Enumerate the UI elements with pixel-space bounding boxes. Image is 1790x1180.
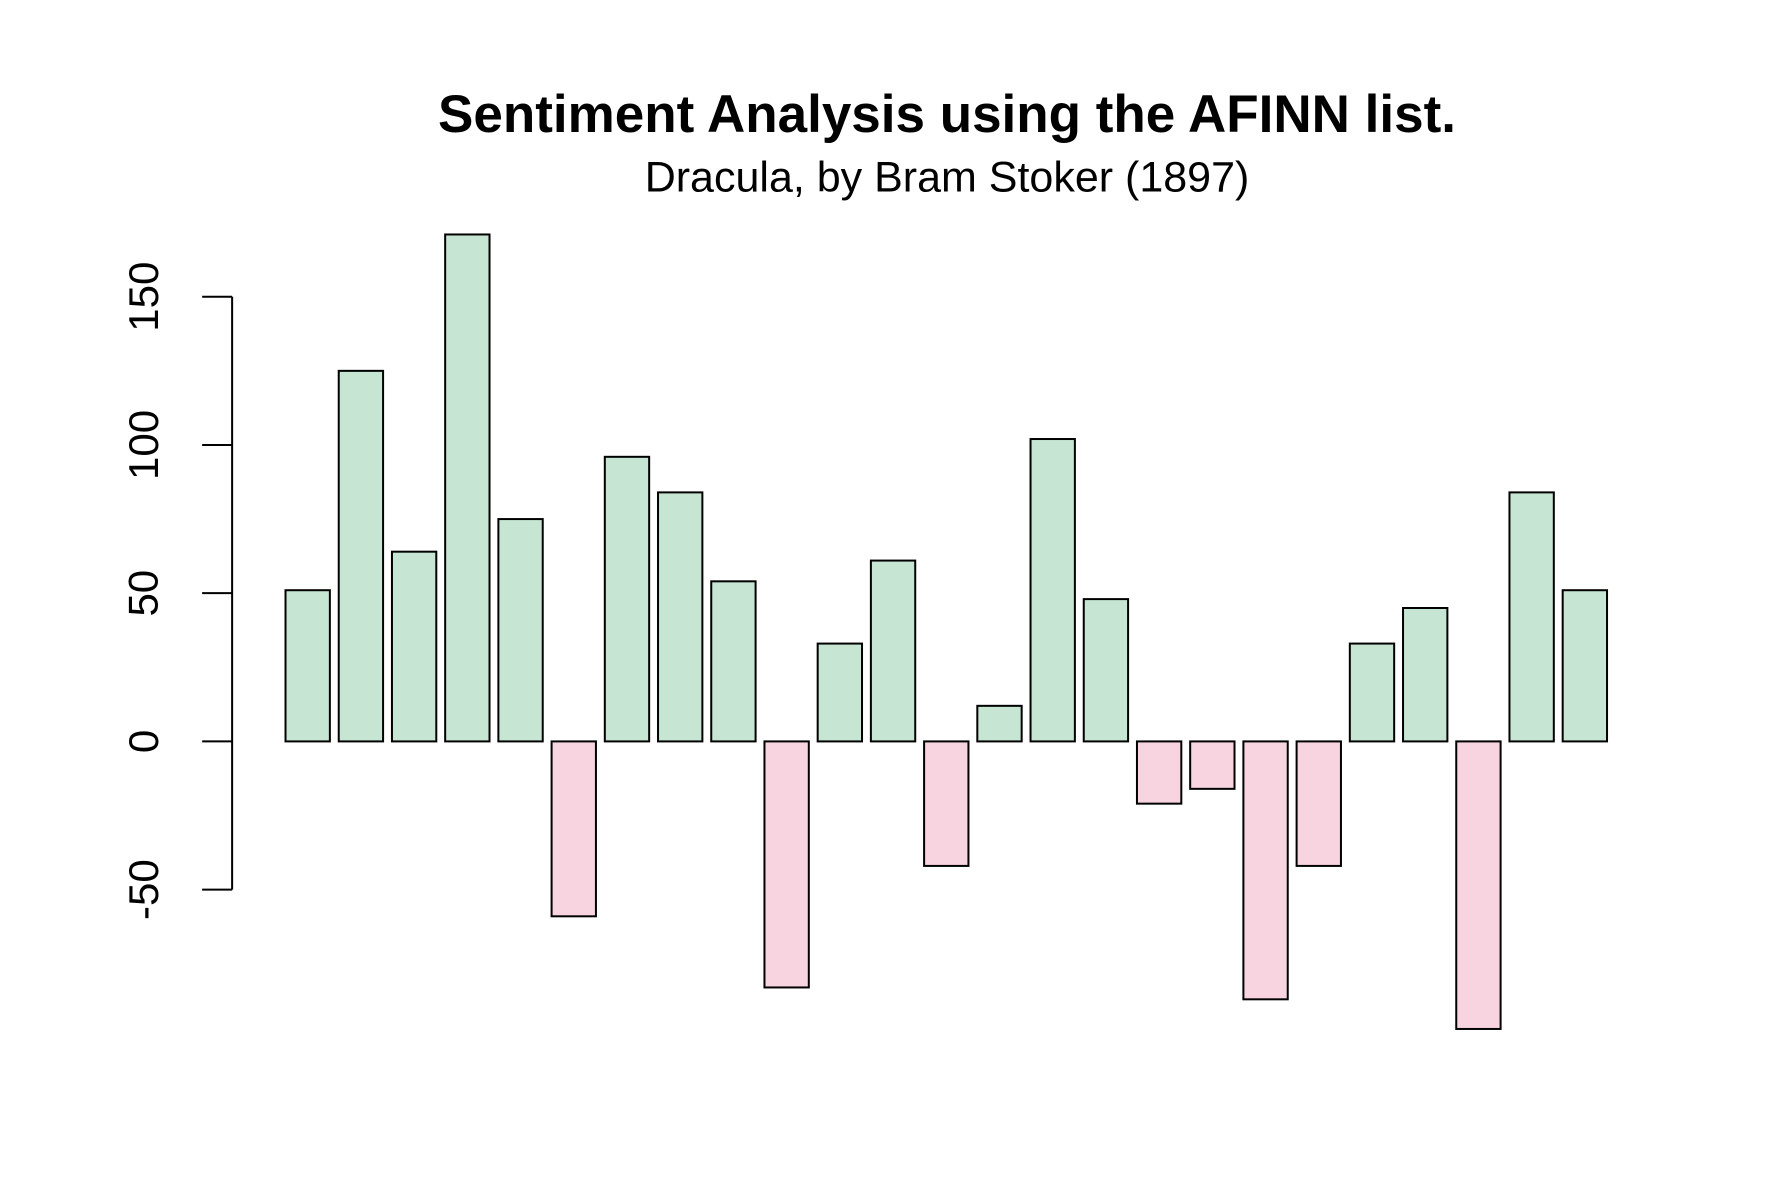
bar	[497, 518, 544, 743]
chart-title: Sentiment Analysis using the AFINN list.	[438, 85, 1456, 144]
bar	[1242, 740, 1289, 1001]
y-tick-label: 150	[120, 262, 167, 332]
bar	[1082, 598, 1130, 743]
bar	[337, 369, 385, 743]
bar	[1135, 740, 1183, 805]
y-tick-label: -50	[120, 859, 167, 920]
bar	[1561, 589, 1609, 743]
bar	[1029, 438, 1076, 743]
y-tick-label: 50	[120, 570, 167, 617]
bar	[763, 740, 810, 989]
y-tick-label: 100	[120, 410, 167, 480]
bar	[550, 740, 597, 918]
bar	[657, 491, 704, 743]
chart-subtitle: Dracula, by Bram Stoker (1897)	[645, 153, 1250, 201]
bar	[603, 455, 651, 743]
bar	[1508, 491, 1555, 743]
bar	[1295, 740, 1342, 867]
bar	[869, 559, 917, 743]
bar	[284, 589, 331, 743]
bar	[390, 550, 438, 743]
bar	[1402, 607, 1449, 743]
bar	[710, 580, 757, 743]
y-tick-label: 0	[120, 730, 167, 753]
bar	[1455, 740, 1502, 1030]
bar	[1189, 740, 1236, 790]
bar	[816, 642, 864, 743]
bar	[976, 704, 1023, 743]
bar	[1348, 642, 1396, 743]
bar	[923, 740, 970, 867]
bar	[444, 233, 491, 743]
